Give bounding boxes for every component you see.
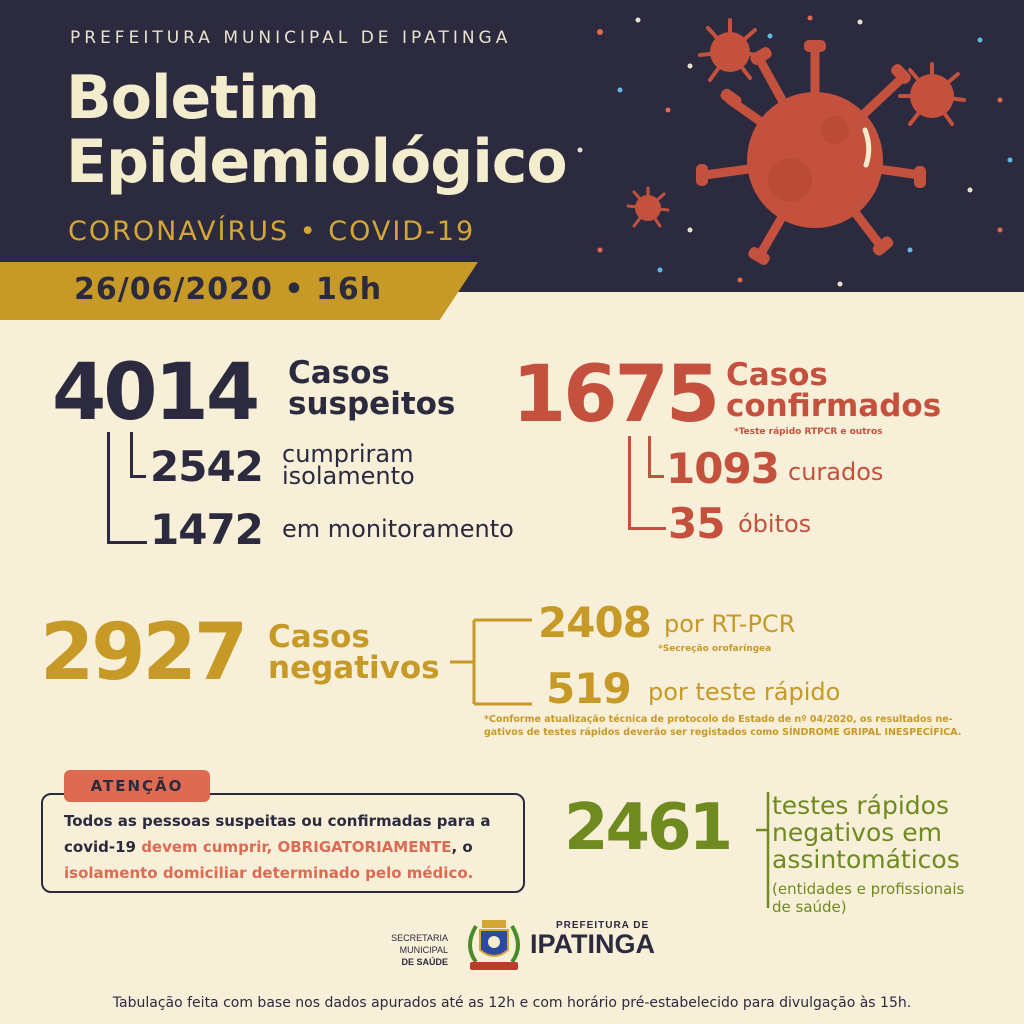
attention-text: Todos as pessoas suspeitas ou confirmada… — [64, 808, 514, 886]
confirmed-bracket-inner — [648, 436, 664, 478]
municipality-name: PREFEITURA MUNICIPAL DE IPATINGA — [70, 28, 512, 48]
prefeitura-small-text: PREFEITURA DE — [556, 920, 650, 931]
confirmed-note: *Teste rápido RTPCR e outros — [734, 427, 883, 437]
suspected-label-line-1: Casos — [288, 355, 390, 391]
bulletin-date: 26/06/2020 • 16h — [74, 272, 383, 307]
isolation-label-line-2: isolamento — [282, 462, 415, 490]
suspected-total: 4014 — [52, 348, 260, 438]
confirmed-total: 1675 — [512, 350, 720, 440]
isolation-value: 2542 — [150, 442, 264, 491]
deaths-label: óbitos — [738, 510, 812, 538]
footer-note: Tabulação feita com base nos dados apura… — [112, 995, 912, 1011]
monitoring-label: em monitoramento — [282, 515, 514, 543]
attention-tag: ATENÇÃO — [64, 770, 210, 802]
asymptomatic-label-line-2: negativos em — [772, 818, 942, 847]
attention-highlight-1: devem cumprir, — [141, 838, 278, 856]
protocol-note-line-1: *Conforme atualização técnica de protoco… — [484, 714, 953, 725]
negative-label: Casos negativos — [268, 622, 440, 684]
title-line-1: Boletim — [66, 63, 320, 133]
protocol-note: *Conforme atualização técnica de protoco… — [484, 714, 961, 740]
secretaria-line-1: SECRETARIA MUNICIPAL — [391, 933, 448, 955]
negative-label-line-2: negativos — [268, 650, 440, 686]
suspected-label: Casos suspeitos — [288, 358, 455, 420]
secretaria-line-2: DE SAÚDE — [401, 957, 448, 967]
negative-bracket — [450, 618, 532, 706]
suspected-bracket-outer — [107, 432, 147, 544]
attention-text-part-2: , o — [451, 838, 473, 856]
rtpcr-label: por RT-PCR — [664, 610, 796, 638]
asymptomatic-bracket — [756, 792, 770, 908]
suspected-label-line-2: suspeitos — [288, 386, 456, 422]
attention-highlight-3: isolamento domiciliar determinado pelo m… — [64, 864, 474, 882]
negative-total: 2927 — [40, 608, 248, 698]
deaths-value: 35 — [668, 499, 725, 548]
asymptomatic-note-line-2: de saúde) — [772, 898, 847, 916]
asymptomatic-note-line-1: (entidades e profissionais — [772, 880, 965, 898]
rapid-label: por teste rápido — [648, 678, 841, 706]
asymptomatic-value: 2461 — [564, 791, 733, 865]
cured-value: 1093 — [666, 444, 780, 493]
city-coat-of-arms-icon — [468, 920, 520, 970]
isolation-label: cumpriram isolamento — [282, 440, 415, 490]
header-banner: PREFEITURA MUNICIPAL DE IPATINGA Boletim… — [0, 0, 1024, 292]
asymptomatic-label-line-1: testes rápidos — [772, 791, 949, 820]
protocol-note-line-2: gativos de testes rápidos deverão ser re… — [484, 726, 962, 738]
title-line-2: Epidemiológico — [66, 127, 568, 197]
secretaria-logo: SECRETARIA MUNICIPAL DE SAÚDE — [342, 932, 448, 968]
confirmed-label-line-1: Casos — [726, 357, 828, 393]
asymptomatic-note: (entidades e profissionais de saúde) — [772, 880, 964, 916]
isolation-label-line-1: cumpriram — [282, 440, 414, 468]
attention-text-part-1: Todos as pessoas suspeitas ou confirmada… — [64, 812, 491, 856]
rapid-value: 519 — [546, 664, 632, 713]
monitoring-value: 1472 — [150, 505, 264, 554]
virus-small-icon — [898, 62, 966, 126]
virus-small-icon — [698, 18, 762, 82]
rtpcr-value: 2408 — [538, 598, 652, 647]
decorative-dots — [577, 15, 1013, 287]
attention-box — [41, 793, 525, 893]
confirmed-bracket-outer — [628, 436, 666, 530]
prefeitura-big-text: IPATINGA — [530, 929, 655, 959]
page-subtitle: CORONAVÍRUS • COVID-19 — [68, 216, 476, 247]
date-band — [0, 262, 478, 320]
asymptomatic-label-line-3: assintomáticos — [772, 845, 960, 874]
suspected-bracket-inner — [130, 432, 146, 478]
prefeitura-logo: PREFEITURA DE IPATINGA — [530, 920, 655, 959]
rtpcr-note: *Secreção orofaríngea — [658, 644, 772, 654]
cured-label: curados — [788, 458, 884, 486]
negative-label-line-1: Casos — [268, 619, 370, 655]
page-title: Boletim Epidemiológico — [66, 63, 568, 197]
attention-highlight-2: OBRIGATORIAMENTE — [277, 838, 452, 856]
confirmed-label-line-2: confirmados — [726, 388, 942, 424]
virus-small-icon — [626, 186, 670, 228]
asymptomatic-label: testes rápidos negativos em assintomátic… — [772, 792, 960, 873]
virus-illustration-icon — [577, 15, 1013, 287]
confirmed-label: Casos confirmados — [726, 360, 941, 422]
